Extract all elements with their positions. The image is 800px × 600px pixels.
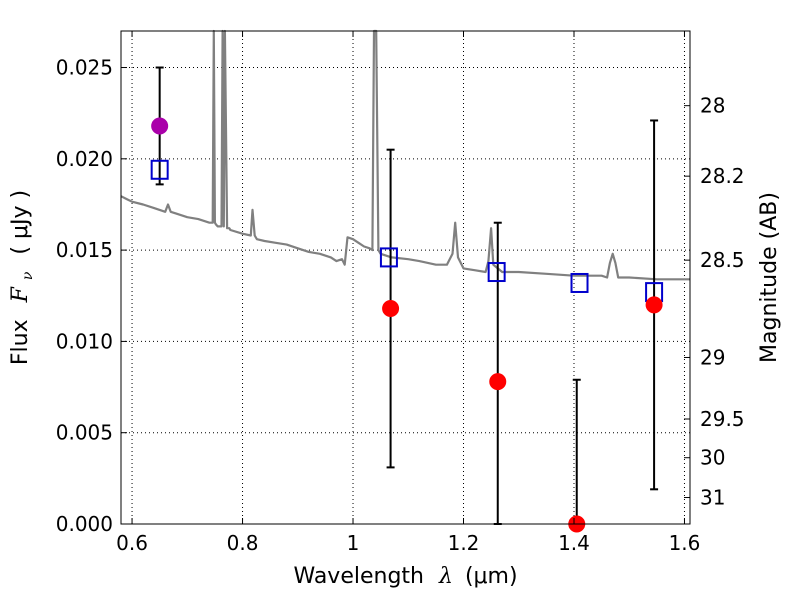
observed-point <box>489 373 507 391</box>
observed-point <box>382 300 400 318</box>
y2-tick-label: 28.2 <box>700 164 745 188</box>
model-point-square <box>570 272 589 293</box>
observed-point <box>151 117 169 135</box>
x-tick-label: 1.2 <box>448 531 480 555</box>
y2-tick-label: 29 <box>700 345 725 369</box>
y-tick-label: 0.000 <box>56 512 113 536</box>
tick-layer: 0.6 0.8 1 1.2 1.4 1.6 0.000 0.005 0.010 0.015 0.02… <box>56 31 745 555</box>
spectrum-layer <box>120 29 690 281</box>
y2-tick-label: 28.5 <box>700 248 745 272</box>
marker-layer <box>150 117 664 533</box>
observed-point <box>645 296 663 314</box>
y2-tick-label: 29.5 <box>700 407 745 431</box>
x-axis-label-text: Wavelength <box>293 564 424 589</box>
errorbar-layer <box>155 66 659 525</box>
y2-axis-label: Magnitude (AB) <box>757 192 782 363</box>
x-tick-label: 1.6 <box>669 531 701 555</box>
y-axis-label-symbol: F <box>8 286 33 303</box>
y2-tick-label: 31 <box>700 486 725 510</box>
y-tick-label: 0.005 <box>56 421 113 445</box>
model-point-square <box>379 247 398 268</box>
y-axis-label-subscript: ν <box>20 271 36 280</box>
x-axis-label: Wavelength λ (μm) <box>293 564 517 589</box>
x-tick-label: 1.4 <box>558 531 590 555</box>
x-axis-label-unit: (μm) <box>465 564 518 589</box>
y-tick-label: 0.020 <box>56 147 113 171</box>
y-tick-label: 0.025 <box>56 56 113 80</box>
plot-frame <box>120 30 691 525</box>
y-axis-label: Flux F ν ( μJy ) <box>8 190 38 365</box>
y2-tick-label: 30 <box>700 446 725 470</box>
model-point-square <box>487 262 506 283</box>
x-tick-label: 1 <box>347 531 360 555</box>
y-axis-label-unit: ( μJy ) <box>8 190 33 255</box>
x-tick-label: 0.8 <box>227 531 259 555</box>
y2-tick-label: 28 <box>700 94 725 118</box>
y-axis-label-text: Flux <box>8 319 33 365</box>
x-axis-label-symbol: λ <box>438 564 453 589</box>
model-spectrum-line <box>120 29 690 281</box>
model-point-square <box>150 159 169 180</box>
x-tick-label: 0.6 <box>116 531 148 555</box>
y-tick-label: 0.015 <box>56 238 113 262</box>
y-tick-label: 0.010 <box>56 329 113 353</box>
